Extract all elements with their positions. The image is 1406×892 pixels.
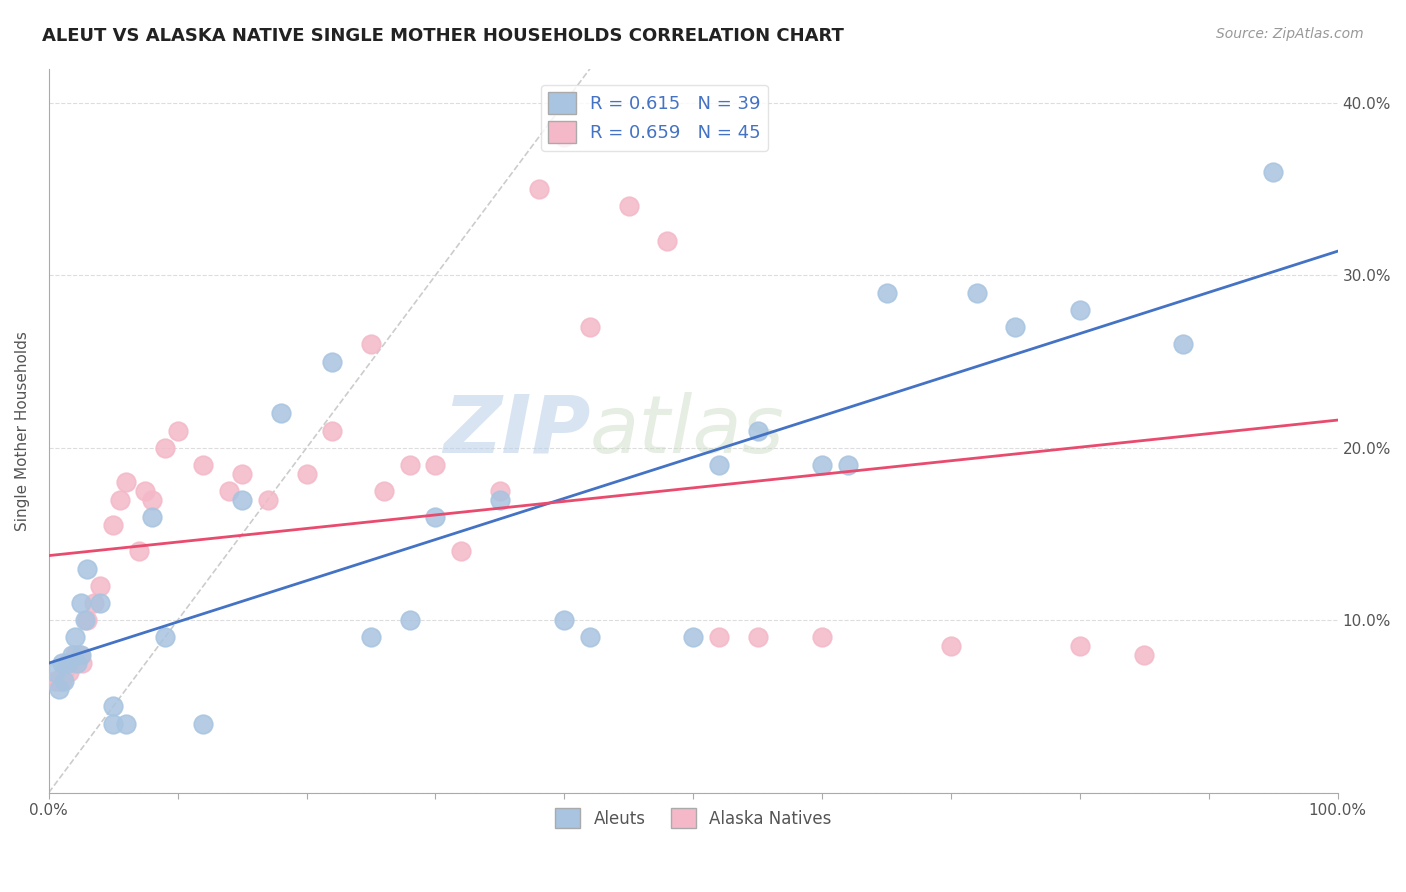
Point xyxy=(231,492,253,507)
Point xyxy=(153,441,176,455)
Point xyxy=(1171,337,1194,351)
Point xyxy=(231,467,253,481)
Point xyxy=(553,613,575,627)
Point xyxy=(295,467,318,481)
Point xyxy=(51,673,73,688)
Point xyxy=(72,657,94,671)
Point xyxy=(53,665,76,679)
Point xyxy=(51,657,73,671)
Point xyxy=(682,631,704,645)
Point xyxy=(747,631,769,645)
Point xyxy=(108,492,131,507)
Point xyxy=(360,631,382,645)
Point xyxy=(76,561,98,575)
Point xyxy=(811,458,834,472)
Point xyxy=(76,613,98,627)
Point xyxy=(489,483,512,498)
Point xyxy=(44,665,66,679)
Point xyxy=(657,234,679,248)
Point xyxy=(579,320,602,334)
Point xyxy=(707,458,730,472)
Point xyxy=(103,716,125,731)
Point xyxy=(321,424,343,438)
Point xyxy=(425,509,447,524)
Point xyxy=(103,699,125,714)
Point xyxy=(115,475,138,490)
Point xyxy=(141,509,163,524)
Point xyxy=(218,483,240,498)
Point xyxy=(128,544,150,558)
Point xyxy=(1263,165,1285,179)
Point xyxy=(876,285,898,300)
Legend: Aleuts, Alaska Natives: Aleuts, Alaska Natives xyxy=(548,801,838,835)
Point xyxy=(48,673,70,688)
Point xyxy=(1133,648,1156,662)
Point xyxy=(115,716,138,731)
Point xyxy=(966,285,988,300)
Point xyxy=(48,682,70,697)
Point xyxy=(617,199,640,213)
Point xyxy=(63,648,86,662)
Point xyxy=(425,458,447,472)
Point xyxy=(450,544,472,558)
Y-axis label: Single Mother Households: Single Mother Households xyxy=(15,331,30,531)
Point xyxy=(103,518,125,533)
Text: atlas: atlas xyxy=(591,392,785,469)
Point xyxy=(60,657,83,671)
Point xyxy=(1069,302,1091,317)
Point xyxy=(270,406,292,420)
Point xyxy=(579,631,602,645)
Point xyxy=(66,657,89,671)
Point xyxy=(153,631,176,645)
Point xyxy=(321,354,343,368)
Point xyxy=(489,492,512,507)
Point xyxy=(193,716,215,731)
Point xyxy=(553,130,575,145)
Point xyxy=(89,596,111,610)
Text: Source: ZipAtlas.com: Source: ZipAtlas.com xyxy=(1216,27,1364,41)
Point xyxy=(360,337,382,351)
Point xyxy=(83,596,105,610)
Text: ALEUT VS ALASKA NATIVE SINGLE MOTHER HOUSEHOLDS CORRELATION CHART: ALEUT VS ALASKA NATIVE SINGLE MOTHER HOU… xyxy=(42,27,844,45)
Text: ZIP: ZIP xyxy=(443,392,591,469)
Point xyxy=(89,579,111,593)
Point xyxy=(44,673,66,688)
Point xyxy=(193,458,215,472)
Point xyxy=(1069,639,1091,653)
Point xyxy=(1004,320,1026,334)
Point xyxy=(53,673,76,688)
Point xyxy=(58,665,80,679)
Point xyxy=(373,483,395,498)
Point xyxy=(56,657,79,671)
Point xyxy=(166,424,188,438)
Point xyxy=(141,492,163,507)
Point xyxy=(527,182,550,196)
Point xyxy=(66,648,89,662)
Point xyxy=(73,613,96,627)
Point xyxy=(257,492,280,507)
Point xyxy=(63,631,86,645)
Point xyxy=(837,458,859,472)
Point xyxy=(398,613,420,627)
Point xyxy=(811,631,834,645)
Point xyxy=(56,657,79,671)
Point xyxy=(398,458,420,472)
Point xyxy=(60,648,83,662)
Point xyxy=(134,483,156,498)
Point xyxy=(939,639,962,653)
Point xyxy=(70,596,93,610)
Point xyxy=(69,648,91,662)
Point xyxy=(707,631,730,645)
Point xyxy=(747,424,769,438)
Point xyxy=(70,648,93,662)
